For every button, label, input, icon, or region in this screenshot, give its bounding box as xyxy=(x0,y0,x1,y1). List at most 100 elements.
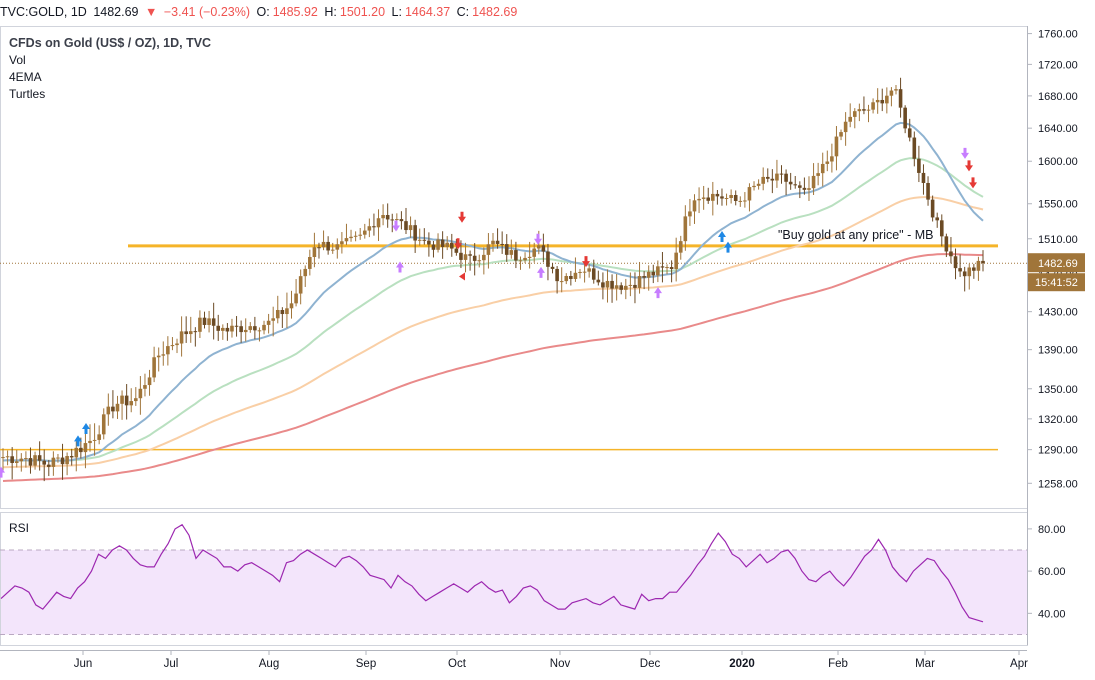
candle-body xyxy=(944,236,949,252)
candle-body xyxy=(756,183,761,186)
candle-body xyxy=(317,247,321,249)
candle-body xyxy=(175,343,179,346)
candle-body xyxy=(472,255,477,261)
candle-body xyxy=(92,439,97,441)
candle-body xyxy=(449,242,454,249)
candle-body xyxy=(5,456,10,458)
candle-body xyxy=(811,175,816,189)
candle-body xyxy=(972,267,976,271)
candle-body xyxy=(642,276,646,278)
candle-body xyxy=(898,89,903,108)
candle-body xyxy=(69,456,74,458)
rsi-label[interactable]: RSI xyxy=(9,521,30,535)
candle-body xyxy=(633,284,637,288)
price-tick-label: 1550.00 xyxy=(1038,199,1078,211)
signal-down-arrow-icon xyxy=(392,220,400,232)
candle-body xyxy=(422,239,427,241)
candle-body xyxy=(637,276,642,288)
candle-body xyxy=(848,116,852,122)
candle-body xyxy=(88,440,92,444)
candle-body xyxy=(559,281,564,283)
candle-body xyxy=(477,260,482,262)
candle-body xyxy=(326,241,330,251)
candle-body xyxy=(101,414,106,435)
candle-body xyxy=(601,282,605,288)
close-label: C: xyxy=(456,5,470,19)
candle-body xyxy=(619,285,624,290)
candle-body xyxy=(839,132,843,137)
candle-body xyxy=(381,215,385,219)
candle-body xyxy=(468,254,472,256)
candle-body xyxy=(875,99,880,103)
signal-up-arrow-icon xyxy=(74,435,82,447)
candle-body xyxy=(573,272,578,279)
chart-title[interactable]: CFDs on Gold (US$ / OZ), 1D, TVC xyxy=(9,36,212,50)
candle-body xyxy=(614,285,619,289)
candle-body xyxy=(10,456,14,463)
price-tick-label: 1350.00 xyxy=(1038,384,1078,396)
candle-body xyxy=(779,173,784,175)
candle-body xyxy=(308,257,312,269)
candle-body xyxy=(587,268,591,272)
signal-up-arrow-icon xyxy=(718,230,726,242)
candle-body xyxy=(335,244,340,250)
candle-body xyxy=(981,260,985,264)
candle-body xyxy=(578,271,582,273)
candle-body xyxy=(330,249,335,251)
candle-body xyxy=(536,245,541,249)
price-tick-label: 1640.00 xyxy=(1038,123,1078,135)
candle-body xyxy=(546,251,550,267)
close-value: 1482.69 xyxy=(472,5,518,19)
candle-body xyxy=(161,354,166,356)
candle-body xyxy=(500,243,504,245)
candle-body xyxy=(724,197,729,199)
candle-body xyxy=(523,257,527,261)
candle-body xyxy=(385,215,390,220)
candle-body xyxy=(976,260,981,271)
candle-body xyxy=(880,99,885,104)
signal-left-arrow-icon xyxy=(459,272,465,281)
candle-body xyxy=(486,244,491,255)
candle-body xyxy=(111,406,115,412)
legend-turtles[interactable]: Turtles xyxy=(9,87,46,101)
last-price-tag xyxy=(1028,253,1085,273)
candle-body xyxy=(344,238,349,242)
candle-body xyxy=(962,271,967,277)
signal-up-arrow-icon xyxy=(724,241,732,253)
candle-body xyxy=(19,458,24,462)
candle-body xyxy=(711,193,715,201)
candle-body xyxy=(42,460,47,465)
candle-body xyxy=(1,457,5,459)
candle-body xyxy=(660,266,665,268)
candle-body xyxy=(74,447,79,458)
candle-body xyxy=(147,377,152,386)
candle-body xyxy=(271,318,275,321)
candle-body xyxy=(569,275,573,279)
countdown-tag xyxy=(1028,273,1085,292)
candle-body xyxy=(788,181,793,185)
candle-body xyxy=(550,266,555,269)
candle-body xyxy=(482,254,486,261)
candle-body xyxy=(926,182,930,200)
price-tick-label: 1720.00 xyxy=(1038,59,1078,71)
candle-body xyxy=(56,457,60,459)
buy-gold-annotation[interactable]: "Buy gold at any price" - MB xyxy=(778,228,933,242)
candle-body xyxy=(628,284,633,286)
candle-body xyxy=(624,285,628,290)
candle-body xyxy=(234,325,239,327)
price-tick-label: 1600.00 xyxy=(1038,156,1078,168)
candle-body xyxy=(834,136,839,157)
price-tick-label: 1510.00 xyxy=(1038,234,1078,246)
legend-4ema[interactable]: 4EMA xyxy=(9,70,42,84)
symbol-label[interactable]: TVC:GOLD, 1D xyxy=(0,5,87,19)
candle-body xyxy=(665,267,669,269)
time-tick-label: Jul xyxy=(164,658,179,670)
candle-body xyxy=(816,173,820,176)
candle-body xyxy=(747,187,752,201)
candle-body xyxy=(188,331,193,335)
legend-vol[interactable]: Vol xyxy=(9,53,26,67)
candle-body xyxy=(454,248,459,253)
candle-body xyxy=(138,388,143,399)
candle-body xyxy=(202,317,207,325)
